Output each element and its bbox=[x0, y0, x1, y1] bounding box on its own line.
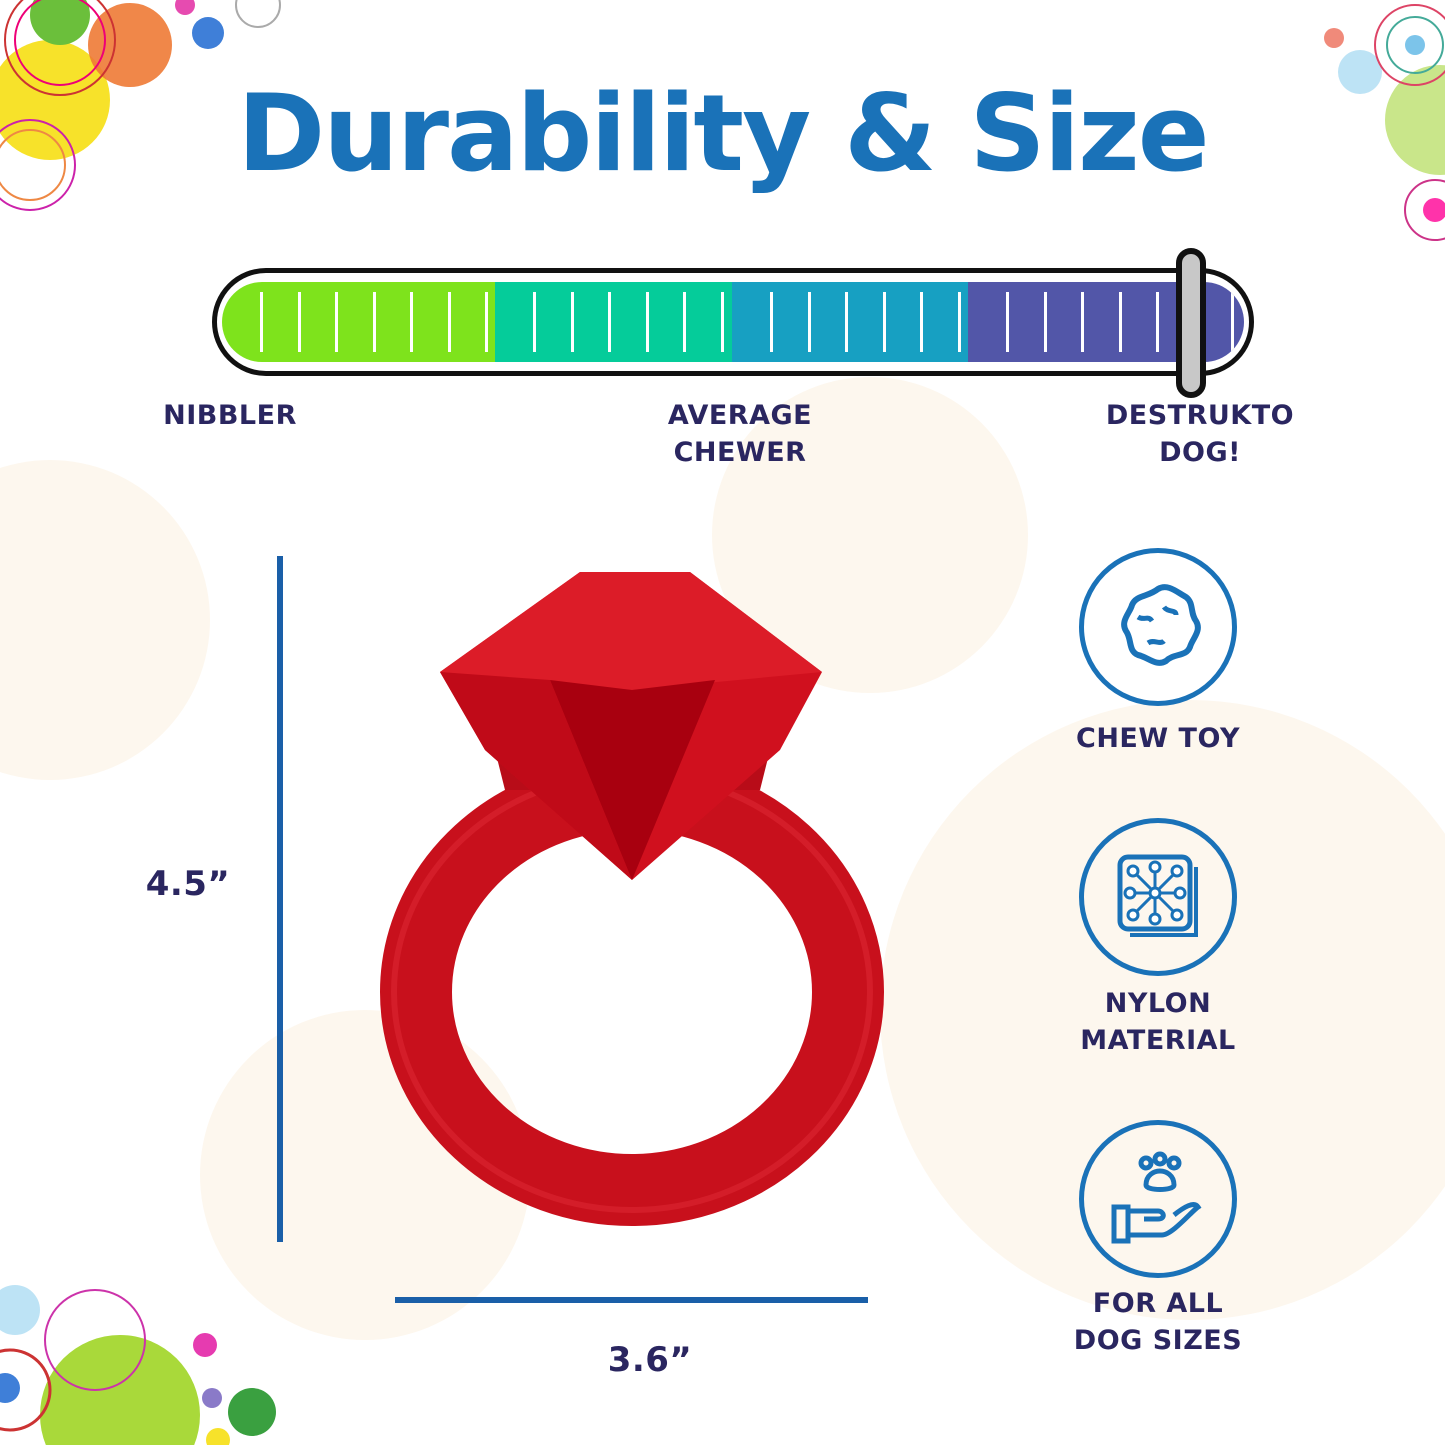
label-line: DESTRUKTO bbox=[1105, 400, 1295, 431]
durability-tick bbox=[845, 292, 848, 352]
durability-tick bbox=[335, 292, 338, 352]
label-line: NYLON bbox=[1104, 988, 1212, 1019]
corner-decoration-bottom-left bbox=[0, 1285, 276, 1445]
label-line: MATERIAL bbox=[1080, 1025, 1236, 1056]
durability-tick bbox=[533, 292, 536, 352]
height-dimension-line bbox=[277, 556, 283, 1242]
durability-tick bbox=[372, 292, 376, 352]
durability-meter-fill bbox=[222, 282, 1244, 362]
durability-tick bbox=[485, 292, 488, 352]
durability-tick bbox=[720, 292, 724, 352]
durability-tick bbox=[920, 292, 923, 352]
durability-segment bbox=[222, 282, 495, 362]
durability-tick bbox=[1231, 292, 1234, 352]
label-line: CHEW TOY bbox=[1076, 723, 1240, 754]
durability-tick bbox=[570, 292, 574, 352]
durability-segment bbox=[495, 282, 732, 362]
height-label: 4.5” bbox=[145, 864, 231, 904]
chew-toy-icon bbox=[1079, 548, 1237, 706]
nylon-material-icon bbox=[1079, 818, 1237, 976]
feature-label-chew-toy: CHEW TOY bbox=[1040, 720, 1276, 757]
durability-tick bbox=[1156, 292, 1159, 352]
durability-tick bbox=[683, 292, 686, 352]
product-image-ring-toy bbox=[380, 572, 884, 1226]
corner-decoration-top-right bbox=[1324, 4, 1445, 241]
background-blob bbox=[0, 460, 210, 780]
durability-tick bbox=[957, 292, 961, 352]
durability-tick bbox=[260, 292, 263, 352]
durability-tick bbox=[645, 292, 649, 352]
corner-decoration-top-left bbox=[0, 0, 281, 211]
durability-tick bbox=[770, 292, 773, 352]
label-destrukto-dog: DESTRUKTO DOG! bbox=[1080, 397, 1320, 471]
durability-tick bbox=[297, 292, 301, 352]
width-label: 3.6” bbox=[607, 1340, 693, 1380]
page-title: Durability & Size bbox=[237, 72, 1209, 195]
label-nibbler: NIBBLER bbox=[163, 400, 297, 431]
durability-tick bbox=[410, 292, 413, 352]
durability-tick bbox=[1118, 292, 1122, 352]
width-dimension-line bbox=[395, 1297, 868, 1303]
label-average-chewer: AVERAGE CHEWER bbox=[620, 397, 860, 471]
label-line: CHEWER bbox=[673, 437, 807, 468]
durability-tick bbox=[608, 292, 611, 352]
label-line: AVERAGE bbox=[667, 400, 813, 431]
feature-label-nylon-material: NYLON MATERIAL bbox=[1040, 985, 1276, 1059]
durability-tick bbox=[1043, 292, 1047, 352]
background-blob bbox=[712, 377, 1028, 693]
durability-tick bbox=[447, 292, 451, 352]
durability-tick bbox=[1006, 292, 1009, 352]
label-line: DOG SIZES bbox=[1073, 1325, 1243, 1356]
durability-segment bbox=[732, 282, 968, 362]
durability-tick bbox=[1081, 292, 1084, 352]
feature-label-all-dog-sizes: FOR ALL DOG SIZES bbox=[1040, 1285, 1276, 1359]
label-line: DOG! bbox=[1159, 437, 1241, 468]
label-line: FOR ALL bbox=[1092, 1288, 1224, 1319]
durability-level-marker bbox=[1176, 248, 1207, 398]
durability-tick bbox=[807, 292, 811, 352]
paw-hand-icon bbox=[1079, 1120, 1237, 1278]
durability-tick bbox=[882, 292, 886, 352]
background-blob bbox=[880, 700, 1445, 1320]
